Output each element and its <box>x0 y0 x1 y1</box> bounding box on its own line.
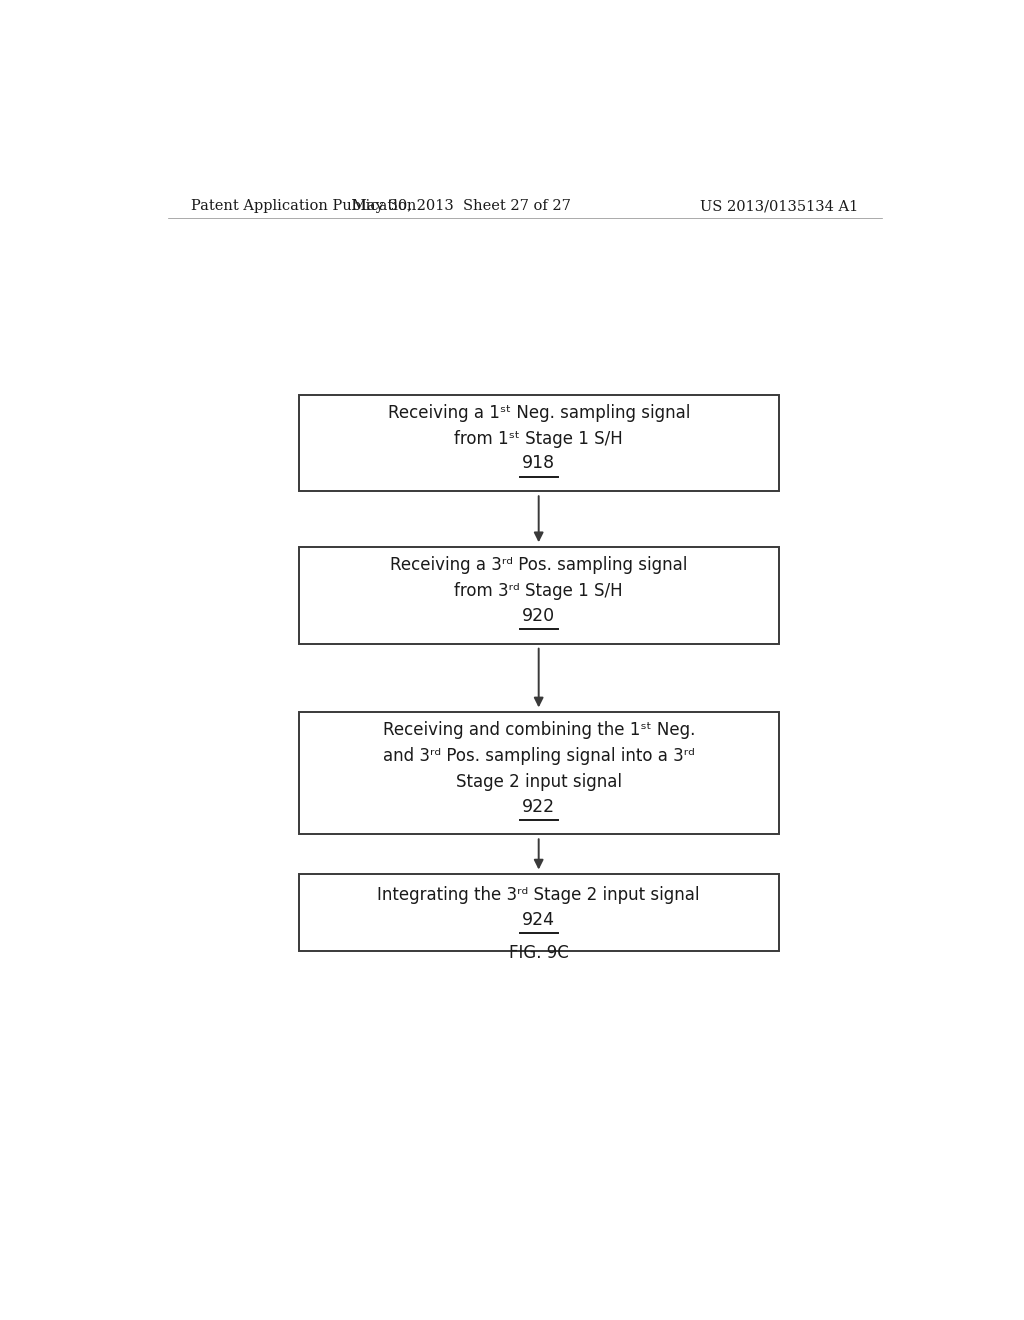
FancyBboxPatch shape <box>299 874 778 950</box>
Text: 920: 920 <box>522 607 555 624</box>
Text: 918: 918 <box>522 454 555 473</box>
FancyBboxPatch shape <box>299 395 778 491</box>
Text: 922: 922 <box>522 797 555 816</box>
Text: May 30, 2013  Sheet 27 of 27: May 30, 2013 Sheet 27 of 27 <box>352 199 570 213</box>
Text: US 2013/0135134 A1: US 2013/0135134 A1 <box>699 199 858 213</box>
FancyBboxPatch shape <box>299 713 778 834</box>
Text: from 3ʳᵈ Stage 1 S/H: from 3ʳᵈ Stage 1 S/H <box>455 582 623 601</box>
Text: Receiving a 3ʳᵈ Pos. sampling signal: Receiving a 3ʳᵈ Pos. sampling signal <box>390 556 687 574</box>
Text: FIG. 9C: FIG. 9C <box>509 944 568 962</box>
Text: from 1ˢᵗ Stage 1 S/H: from 1ˢᵗ Stage 1 S/H <box>455 430 623 447</box>
Text: Receiving and combining the 1ˢᵗ Neg.: Receiving and combining the 1ˢᵗ Neg. <box>383 721 695 739</box>
Text: and 3ʳᵈ Pos. sampling signal into a 3ʳᵈ: and 3ʳᵈ Pos. sampling signal into a 3ʳᵈ <box>383 747 694 766</box>
Text: Stage 2 input signal: Stage 2 input signal <box>456 774 622 792</box>
Text: Integrating the 3ʳᵈ Stage 2 input signal: Integrating the 3ʳᵈ Stage 2 input signal <box>378 886 700 904</box>
Text: Receiving a 1ˢᵗ Neg. sampling signal: Receiving a 1ˢᵗ Neg. sampling signal <box>387 404 690 421</box>
Text: 924: 924 <box>522 911 555 929</box>
FancyBboxPatch shape <box>299 548 778 644</box>
Text: Patent Application Publication: Patent Application Publication <box>191 199 417 213</box>
